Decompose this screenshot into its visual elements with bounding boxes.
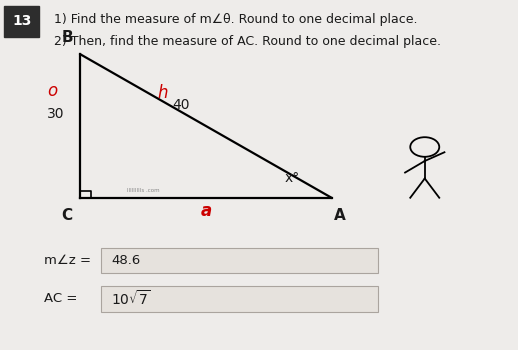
FancyBboxPatch shape [4, 6, 39, 37]
FancyBboxPatch shape [101, 286, 378, 312]
Text: A: A [334, 208, 346, 223]
Text: C: C [62, 208, 73, 223]
Text: B: B [62, 30, 73, 46]
Text: AC =: AC = [44, 292, 77, 306]
Text: m∠z =: m∠z = [44, 254, 91, 267]
Text: 48.6: 48.6 [111, 254, 140, 267]
FancyBboxPatch shape [101, 248, 378, 273]
Text: $10\sqrt{7}$: $10\sqrt{7}$ [111, 289, 151, 308]
Text: 30: 30 [47, 107, 64, 121]
Text: x°: x° [285, 172, 300, 186]
Text: 13: 13 [12, 14, 32, 28]
Text: o: o [47, 82, 57, 100]
Text: IllIIIIIIs .com: IllIIIIIIs .com [127, 188, 160, 193]
Text: 2) Then, find the measure of AC. Round to one decimal place.: 2) Then, find the measure of AC. Round t… [54, 35, 441, 48]
Text: h: h [157, 84, 168, 102]
Text: 1) Find the measure of m∠θ. Round to one decimal place.: 1) Find the measure of m∠θ. Round to one… [54, 13, 418, 26]
Text: 40: 40 [172, 98, 190, 112]
Text: a: a [200, 202, 211, 220]
